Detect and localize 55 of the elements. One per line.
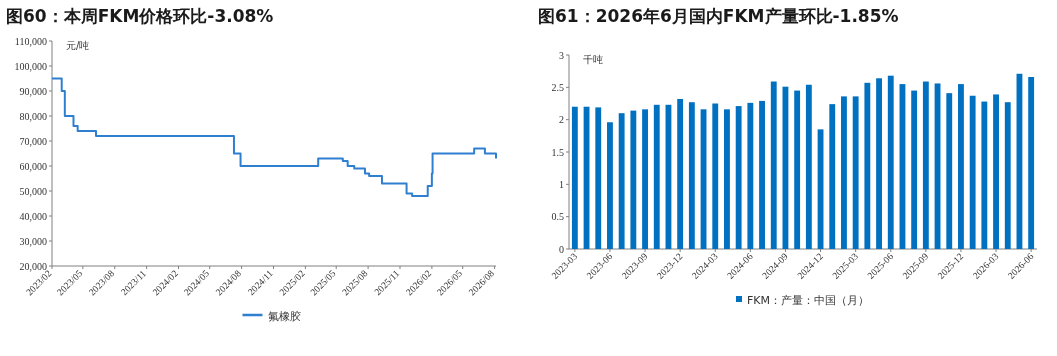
bar	[911, 90, 918, 249]
bar	[770, 81, 777, 249]
bar	[887, 75, 894, 249]
bar	[993, 94, 999, 249]
bar	[864, 82, 871, 249]
y-tick-label: 2	[559, 114, 564, 126]
legend-label: FKM：产量：中国（月）	[747, 294, 870, 307]
bar	[922, 81, 929, 249]
bar	[688, 102, 695, 249]
bar	[759, 100, 765, 249]
bar	[852, 96, 859, 249]
bar	[958, 84, 964, 249]
bar	[712, 103, 719, 249]
bar	[630, 110, 637, 249]
y-tick-label: 40,000	[19, 210, 47, 222]
y-tick-label: 100,000	[14, 60, 47, 72]
bar	[1028, 76, 1035, 249]
bar	[794, 90, 801, 249]
y-tick-label: 80,000	[19, 110, 47, 122]
y-tick-label: 90,000	[19, 85, 47, 97]
bar	[677, 98, 684, 249]
legend-label: 氟橡胶	[267, 310, 301, 323]
bar	[571, 106, 578, 249]
chart-title: 图61：2026年6月国内FKM产量环比-1.85%	[538, 6, 899, 26]
y-tick-label: 70,000	[19, 135, 47, 147]
bar	[876, 78, 882, 249]
y-tick-label: 1	[559, 178, 564, 190]
y-tick-label: 3	[559, 49, 564, 61]
y-axis-title: 元/吨	[66, 40, 90, 51]
bar	[805, 84, 812, 249]
chart-title: 图60：本周FKM价格环比-3.08%	[6, 6, 274, 26]
y-axis-title: 千吨	[583, 54, 603, 65]
y-tick-label: 0	[559, 243, 564, 255]
bar	[829, 104, 836, 249]
bar	[981, 101, 988, 249]
bar	[735, 106, 742, 249]
y-tick-label: 50,000	[19, 185, 47, 197]
bar	[607, 122, 613, 249]
bar	[747, 102, 754, 249]
y-tick-label: 30,000	[19, 235, 47, 247]
bar	[969, 95, 976, 249]
bar	[841, 96, 847, 249]
bar	[642, 109, 648, 249]
bar	[653, 104, 660, 249]
bar	[1004, 102, 1011, 249]
y-tick-label: 1.5	[551, 146, 564, 158]
y-tick-label: 110,000	[14, 35, 47, 47]
bar	[724, 109, 730, 249]
y-tick-label: 20,000	[19, 260, 47, 272]
bar	[618, 113, 625, 249]
y-tick-label: 60,000	[19, 160, 47, 172]
y-tick-label: 2.5	[551, 81, 564, 93]
bar	[595, 107, 602, 249]
y-tick-label: 0.5	[551, 211, 564, 223]
bar	[946, 93, 953, 249]
